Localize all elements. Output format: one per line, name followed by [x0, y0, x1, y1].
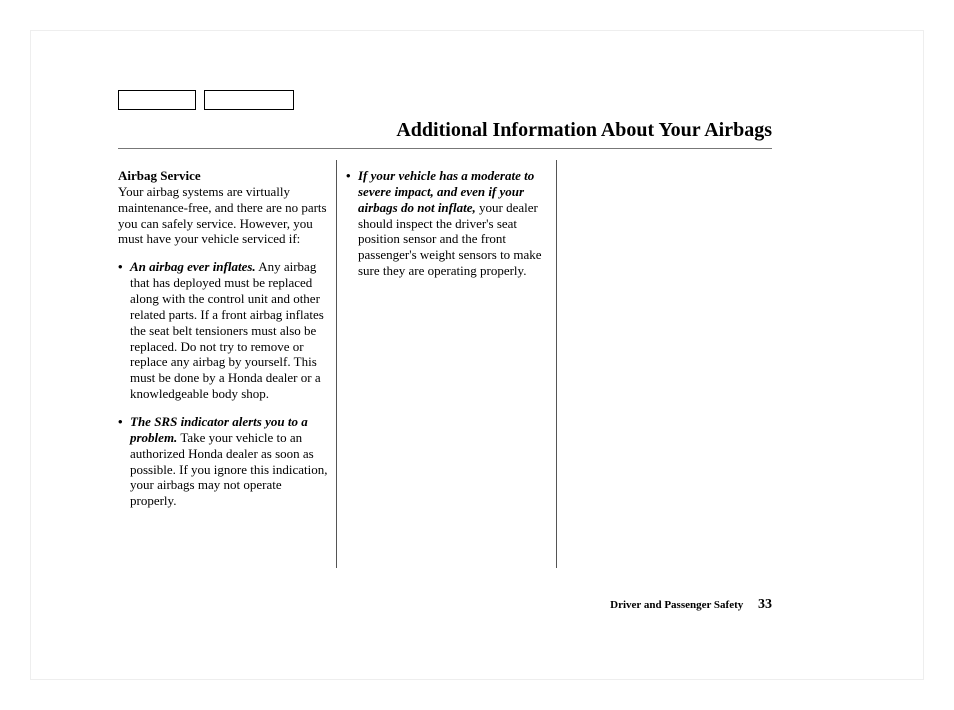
footer-section-label: Driver and Passenger Safety: [610, 599, 743, 611]
bullet-body: Any airbag that has deployed must be rep…: [130, 259, 324, 401]
column-divider-2: [556, 160, 557, 568]
placeholder-box-1: [118, 90, 196, 110]
page-title: Additional Information About Your Airbag…: [396, 119, 772, 142]
header-placeholder-boxes: [118, 90, 294, 110]
list-item: The SRS indicator alerts you to a proble…: [118, 414, 328, 509]
list-item: An airbag ever inflates. Any airbag that…: [118, 259, 328, 402]
section-heading: Airbag Service: [118, 168, 201, 183]
bullet-lead: An airbag ever inflates.: [130, 259, 256, 274]
column-divider-1: [336, 160, 337, 568]
intro-text: Your airbag systems are virtually mainte…: [118, 184, 327, 247]
title-rule: [118, 148, 772, 149]
list-item: If your vehicle has a moderate to severe…: [346, 168, 551, 279]
page-number: 33: [758, 597, 772, 612]
column-1: Airbag Service Your airbag systems are v…: [118, 168, 328, 521]
page-footer: Driver and Passenger Safety 33: [610, 597, 772, 613]
document-page: Additional Information About Your Airbag…: [0, 0, 954, 710]
bullet-list-col2: If your vehicle has a moderate to severe…: [346, 168, 551, 279]
placeholder-box-2: [204, 90, 294, 110]
column-2: If your vehicle has a moderate to severe…: [346, 168, 551, 291]
section-intro: Airbag Service Your airbag systems are v…: [118, 168, 328, 247]
bullet-list-col1: An airbag ever inflates. Any airbag that…: [118, 259, 328, 509]
